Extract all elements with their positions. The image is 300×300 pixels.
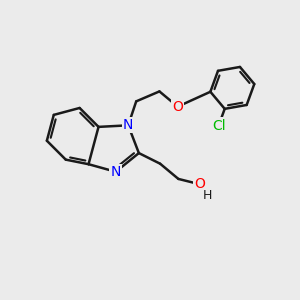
- Text: Cl: Cl: [212, 118, 225, 133]
- Text: O: O: [172, 100, 183, 114]
- Text: N: N: [123, 118, 134, 132]
- Text: H: H: [203, 189, 212, 202]
- Text: O: O: [195, 177, 206, 191]
- Text: N: N: [111, 165, 121, 179]
